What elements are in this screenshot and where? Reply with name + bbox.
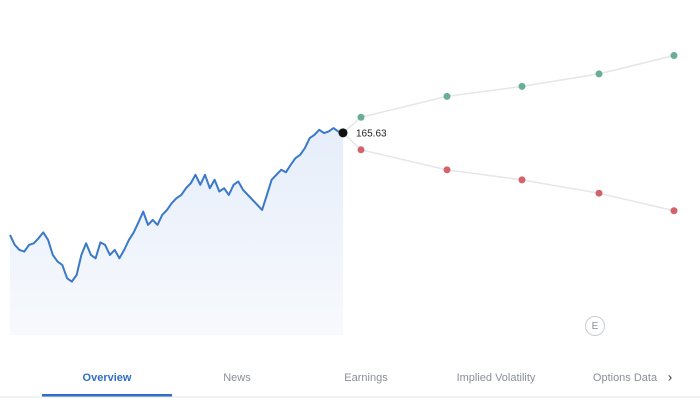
earnings-circle [585, 316, 605, 336]
price-line [9, 127, 344, 283]
forecast-point [518, 82, 526, 90]
forecast-point [670, 52, 678, 60]
chart: 165.63 [9, 52, 678, 335]
forecast-point [357, 146, 365, 154]
forecast-line [360, 149, 675, 212]
forecast-point [518, 176, 526, 184]
tab[interactable]: Options Data [593, 372, 658, 384]
forecast-point [443, 92, 451, 100]
last-value-label: 165.63 [356, 129, 387, 140]
price-area [10, 128, 343, 335]
forecast-point [443, 166, 451, 174]
tab[interactable]: Implied Volatility [457, 372, 536, 384]
forecast-point [595, 70, 603, 78]
tab[interactable]: Earnings [344, 372, 388, 384]
tab[interactable]: News [223, 372, 251, 384]
tab-bar: Overview News Earnings Implied Volatility Op… [42, 372, 658, 397]
forecast-line [360, 54, 675, 118]
forecast-point [595, 189, 603, 197]
tab-underline [42, 394, 172, 397]
forecast-point [670, 207, 678, 215]
last-point [338, 128, 348, 138]
earnings-label: E [592, 321, 599, 332]
earnings-marker[interactable]: E [585, 316, 605, 336]
forecast-point [357, 113, 365, 121]
tab[interactable]: Overview [83, 372, 132, 384]
tab-scroll-arrow[interactable]: › [668, 369, 672, 384]
